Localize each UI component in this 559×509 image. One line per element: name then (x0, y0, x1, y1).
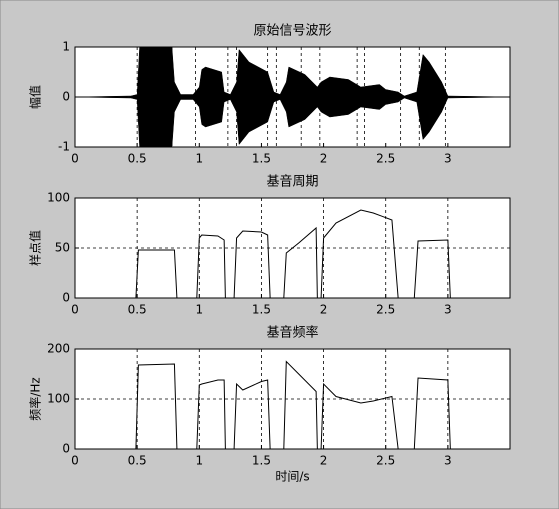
waveform-envelope (74, 46, 511, 98)
y-tick-label: 200 (47, 342, 70, 356)
y-tick-label: -1 (58, 140, 70, 154)
x-tick-label: 1.5 (252, 454, 271, 468)
chart-title: 基音频率 (266, 325, 318, 341)
x-tick-label: 2 (320, 152, 328, 166)
y-tick-label: 1 (62, 40, 70, 54)
x-tick-label: 0.5 (128, 454, 147, 468)
waveform-envelope (74, 96, 511, 148)
x-tick-label: 0 (71, 152, 79, 166)
x-tick-label: 1.5 (252, 303, 271, 317)
x-tick-label: 0.5 (128, 152, 147, 166)
chart-title: 基音周期 (266, 174, 318, 190)
x-tick-label: 1 (195, 152, 203, 166)
x-tick-label: 0 (71, 454, 79, 468)
x-tick-label: 0.5 (128, 303, 147, 317)
y-axis-label: 频率/Hz (28, 377, 43, 420)
y-tick-label: 100 (47, 392, 70, 406)
y-tick-label: 50 (55, 241, 70, 255)
x-tick-label: 2 (320, 454, 328, 468)
y-tick-label: 100 (47, 191, 70, 205)
plot-frame (74, 348, 511, 450)
x-tick-label: 3 (444, 454, 452, 468)
y-tick-label: 0 (62, 442, 70, 456)
y-tick-label: 0 (62, 291, 70, 305)
x-tick-label: 1 (195, 303, 203, 317)
x-tick-label: 2.5 (376, 454, 395, 468)
x-tick-label: 3 (444, 303, 452, 317)
y-tick-label: 0 (62, 90, 70, 104)
x-tick-label: 2.5 (376, 303, 395, 317)
x-tick-label: 3 (444, 152, 452, 166)
y-axis-label: 幅值 (28, 85, 43, 109)
y-axis-label: 样点值 (28, 230, 43, 266)
plot-frame (74, 46, 511, 148)
chart-title: 原始信号波形 (253, 24, 331, 39)
x-tick-label: 1.5 (252, 152, 271, 166)
line (135, 209, 451, 299)
x-tick-label: 0 (71, 303, 79, 317)
plot-frame (74, 197, 511, 299)
x-tick-label: 1 (195, 454, 203, 468)
x-tick-label: 2 (320, 303, 328, 317)
x-axis-label: 时间/s (275, 470, 309, 484)
line (135, 360, 451, 450)
x-tick-label: 2.5 (376, 152, 395, 166)
